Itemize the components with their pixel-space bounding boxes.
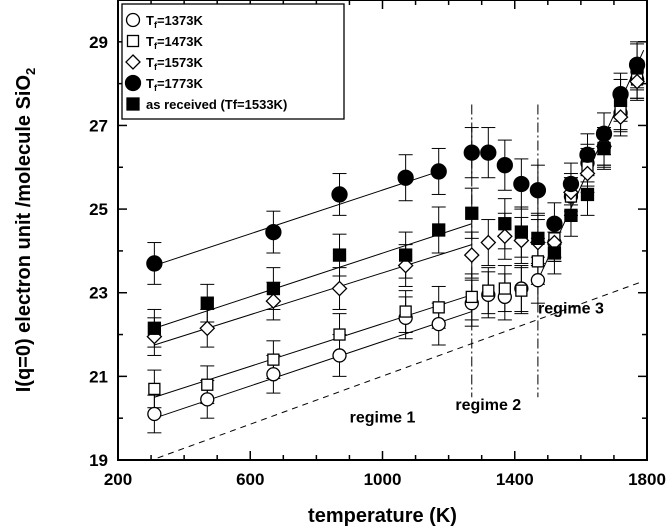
data-point-tf-1773k [146, 255, 163, 272]
data-point-as-received-tf-1533k [564, 208, 578, 223]
data-point-tf-1773k [595, 125, 613, 142]
data-point-as-received-tf-1533k [147, 321, 162, 335]
data-point-as-received-tf-1533k [398, 248, 413, 262]
data-point-tf-1373k [431, 316, 446, 332]
data-point-as-received-tf-1533k [580, 187, 595, 202]
data-point-tf-1473k [201, 378, 214, 391]
data-point-as-received-tf-1533k [514, 225, 529, 239]
data-point-tf-1773k [529, 182, 547, 199]
fit-line-tf-1773k [154, 170, 439, 267]
annotation-regime-3: regime 3 [538, 301, 604, 318]
data-point-tf-1573k [463, 247, 480, 264]
legend-marker-tf-1473k [126, 34, 140, 48]
x-tick-label: 1000 [364, 470, 402, 489]
data-point-as-received-tf-1533k [630, 60, 644, 74]
y-tick-label: 27 [89, 116, 108, 135]
data-point-tf-1473k [482, 284, 495, 297]
data-point-tf-1473k [267, 353, 280, 366]
data-point-tf-1473k [333, 328, 346, 341]
data-point-tf-1773k [430, 163, 447, 180]
x-tick-label: 1800 [628, 470, 666, 489]
x-tick-label: 200 [104, 470, 132, 489]
data-point-as-received-tf-1533k [547, 246, 562, 260]
annotations: regime 1 regime 2 regime 3 [350, 301, 604, 427]
data-point-tf-1773k [546, 215, 563, 232]
data-point-as-received-tf-1533k [266, 281, 281, 296]
legend-box [121, 3, 345, 120]
axes: 200 600 1000 1400 1800 19 21 23 25 27 29 [89, 0, 666, 489]
legend-label-tf-1473k: Tf=1473K [146, 34, 203, 51]
legend: Tf=1373K Tf=1473K Tf=1573K Tf=1773K as recei… [121, 3, 345, 120]
data-point-tf-1573k [480, 234, 497, 251]
data-point-tf-1573k [629, 73, 646, 90]
data-point-as-received-tf-1533k [332, 248, 347, 262]
dashed-reference-line [157, 281, 641, 459]
data-point-tf-1373k [200, 392, 215, 407]
legend-label-tf-1373k: Tf=1373K [146, 13, 203, 30]
data-point-tf-1573k [579, 165, 596, 182]
y-tick-label: 25 [89, 200, 108, 219]
data-point-tf-1473k [531, 255, 545, 268]
annotation-regime-2: regime 2 [455, 397, 521, 414]
legend-marker-tf-1373k [125, 12, 141, 28]
data-point-tf-1573k [397, 257, 414, 274]
annotation-regime-1: regime 1 [350, 409, 416, 426]
data-point-tf-1573k [199, 320, 216, 337]
data-point-tf-1773k [331, 186, 348, 203]
data-point-tf-1473k [515, 284, 528, 297]
data-point-tf-1473k [432, 301, 445, 314]
legend-marker-tf-1773k [124, 74, 142, 92]
y-tick-label: 23 [89, 284, 108, 303]
data-point-as-received-tf-1533k [465, 206, 479, 220]
data-point-tf-1373k [147, 406, 162, 422]
data-point-tf-1373k [530, 273, 546, 288]
data-point-as-received-tf-1533k [597, 141, 611, 156]
data-point-as-received-tf-1533k [531, 231, 545, 246]
x-tick-label: 600 [236, 470, 264, 489]
data-point-tf-1473k [148, 382, 161, 396]
y-tick-label: 21 [89, 367, 108, 386]
data-point-tf-1773k [480, 144, 497, 161]
data-point-as-received-tf-1533k [498, 217, 512, 231]
data-point-tf-1773k [397, 169, 414, 186]
data-point-tf-1473k [465, 290, 478, 304]
x-tick-label: 1400 [496, 470, 534, 489]
data-point-as-received-tf-1533k [613, 93, 628, 108]
data-point-tf-1573k [612, 109, 629, 126]
data-point-tf-1773k [265, 223, 282, 241]
legend-marker-tf-1573k [125, 54, 141, 70]
data-point-tf-1773k [513, 175, 530, 193]
data-point-tf-1473k [498, 282, 511, 295]
legend-label-tf-1773k: Tf=1773K [146, 76, 203, 93]
legend-label-as-received-tf-1533k: as received (Tf=1533K) [146, 97, 287, 112]
data-point-tf-1773k [496, 157, 513, 174]
y-tick-label: 29 [89, 33, 108, 52]
data-point-tf-1773k [579, 146, 596, 163]
data-markers [146, 56, 646, 422]
legend-marker-as-received-tf-1533k [126, 97, 140, 111]
y-axis-title: I(q=0) electron unit /molecule SiO2 [13, 68, 38, 393]
legend-label-tf-1573k: Tf=1573K [146, 55, 203, 72]
data-point-tf-1773k [562, 175, 580, 193]
data-point-as-received-tf-1533k [200, 296, 214, 310]
data-point-tf-1773k [463, 144, 480, 161]
fit-line-as-received-tf-1533k [154, 223, 472, 329]
x-axis-title: temperature (K) [308, 505, 457, 527]
data-point-as-received-tf-1533k [432, 223, 446, 237]
data-point-tf-1573k [496, 228, 513, 245]
data-point-tf-1373k [332, 348, 347, 363]
data-point-tf-1473k [399, 305, 412, 318]
data-point-tf-1373k [266, 367, 281, 382]
data-point-tf-1573k [331, 280, 348, 297]
y-tick-label: 19 [89, 451, 108, 470]
data-point-tf-1573k [265, 293, 282, 310]
